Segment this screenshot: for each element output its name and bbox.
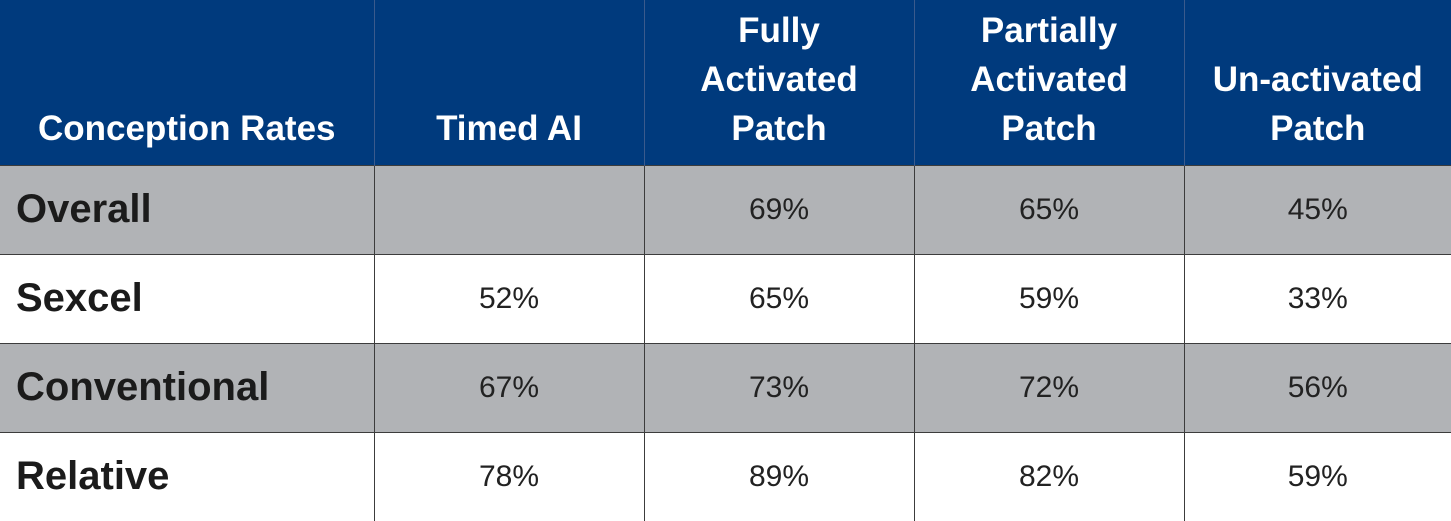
header-line: Patch (1001, 108, 1097, 148)
cell-un-activated: 59% (1183, 431, 1451, 521)
cell-partially-activated: 59% (913, 253, 1185, 344)
cell-timed-ai (373, 164, 645, 255)
row-label: Relative (0, 431, 375, 521)
table-row-sexcel: Sexcel 52% 65% 59% 33% (0, 253, 1451, 344)
cell-un-activated: 56% (1183, 342, 1451, 433)
cell-timed-ai: 67% (373, 342, 645, 433)
header-conception-rates: Conception Rates (0, 0, 374, 165)
cell-timed-ai: 78% (373, 431, 645, 521)
header-row: Conception Rates Timed AI Fully Activate… (0, 0, 1451, 165)
table-row-relative: Relative 78% 89% 82% 59% (0, 431, 1451, 521)
header-line: Activated (970, 59, 1128, 99)
cell-un-activated: 33% (1183, 253, 1451, 344)
table-header: Conception Rates Timed AI Fully Activate… (0, 0, 1451, 165)
cell-un-activated: 45% (1183, 164, 1451, 255)
header-timed-ai: Timed AI (373, 0, 644, 165)
header-line: Patch (731, 108, 827, 148)
cell-fully-activated: 65% (643, 253, 915, 344)
header-line: Un-activated (1212, 59, 1423, 99)
header-partially-activated-patch: Partially Activated Patch (913, 0, 1184, 165)
header-fully-activated-patch: Fully Activated Patch (643, 0, 914, 165)
cell-fully-activated: 89% (643, 431, 915, 521)
header-line: Conception Rates (37, 108, 336, 148)
table-row-overall: Overall 69% 65% 45% (0, 164, 1451, 255)
header-line: Timed AI (436, 108, 582, 148)
header-line: Fully (738, 10, 820, 50)
cell-fully-activated: 69% (643, 164, 915, 255)
row-label: Sexcel (0, 253, 375, 344)
header-line: Activated (700, 59, 858, 99)
cell-partially-activated: 82% (913, 431, 1185, 521)
cell-fully-activated: 73% (643, 342, 915, 433)
cell-timed-ai: 52% (373, 253, 645, 344)
table-body: Overall 69% 65% 45% Sexcel 52% 65% 59% 3… (0, 164, 1451, 521)
header-line: Partially (980, 10, 1118, 50)
header-line: Patch (1270, 108, 1366, 148)
cell-partially-activated: 65% (913, 164, 1185, 255)
header-un-activated-patch: Un-activated Patch (1183, 0, 1451, 165)
row-label: Overall (0, 164, 375, 255)
cell-partially-activated: 72% (913, 342, 1185, 433)
row-label: Conventional (0, 342, 375, 433)
table-row-conventional: Conventional 67% 73% 72% 56% (0, 342, 1451, 433)
